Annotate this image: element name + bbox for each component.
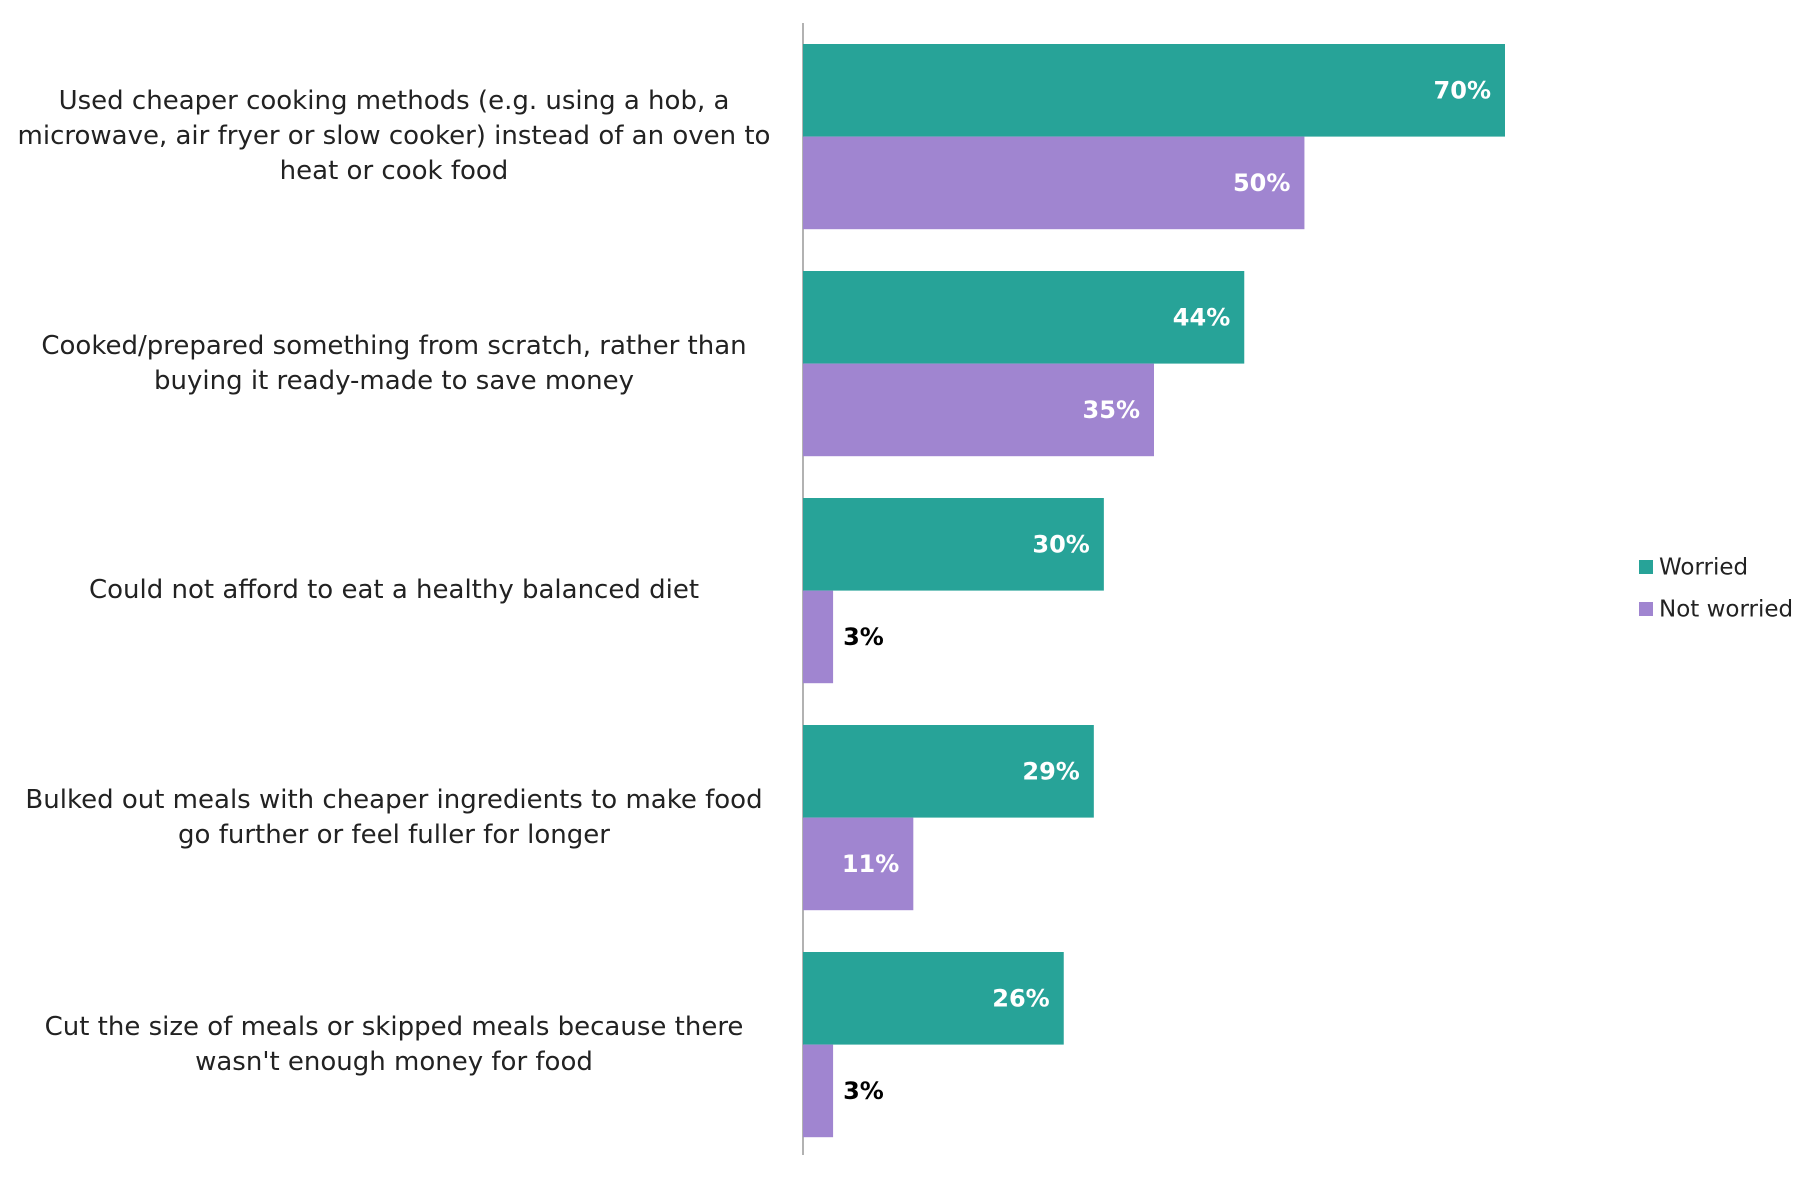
value-label: 50%: [1233, 169, 1290, 197]
bar: [803, 725, 1094, 818]
category-label: Cut the size of meals or skipped meals b…: [44, 1011, 744, 1077]
bar: [803, 1044, 834, 1138]
legend-swatch: [1639, 560, 1653, 574]
value-label: 26%: [992, 984, 1049, 1012]
category-label: Cooked/prepared something from scratch, …: [41, 330, 747, 396]
value-label: 3%: [843, 1077, 884, 1105]
value-label: 44%: [1173, 303, 1230, 331]
value-label: 29%: [1022, 757, 1079, 785]
bar: [803, 363, 1154, 457]
value-label: 35%: [1083, 396, 1140, 424]
bar: [803, 44, 1505, 137]
bar: [803, 271, 1245, 364]
value-label: 11%: [842, 850, 899, 878]
value-label: 3%: [843, 623, 884, 651]
legend-swatch: [1639, 602, 1653, 616]
bar: [803, 817, 914, 911]
bar: [803, 498, 1104, 591]
category-label: Bulked out meals with cheaper ingredient…: [25, 784, 763, 850]
bar: [803, 952, 1064, 1045]
value-label: 70%: [1434, 76, 1491, 104]
category-label: Could not afford to eat a healthy balanc…: [88, 575, 700, 606]
value-label: 30%: [1032, 530, 1089, 558]
bar: [803, 590, 834, 684]
legend-label: Worried: [1659, 555, 1748, 581]
bar: [803, 136, 1305, 230]
legend-label: Not worried: [1659, 597, 1793, 623]
category-label: Used cheaper cooking methods (e.g. using…: [17, 86, 771, 187]
